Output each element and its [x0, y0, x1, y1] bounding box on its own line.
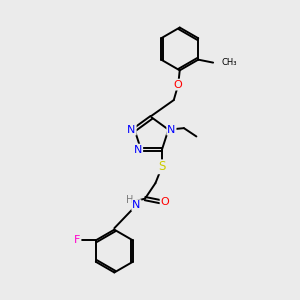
Text: CH₃: CH₃	[221, 58, 237, 67]
Text: O: O	[160, 196, 169, 207]
Text: S: S	[158, 160, 166, 173]
Text: N: N	[128, 124, 136, 135]
Text: N: N	[132, 200, 141, 210]
Text: N: N	[134, 145, 142, 154]
Text: N: N	[167, 124, 176, 135]
Text: O: O	[174, 80, 183, 90]
Text: F: F	[74, 236, 80, 245]
Text: H: H	[127, 195, 134, 205]
